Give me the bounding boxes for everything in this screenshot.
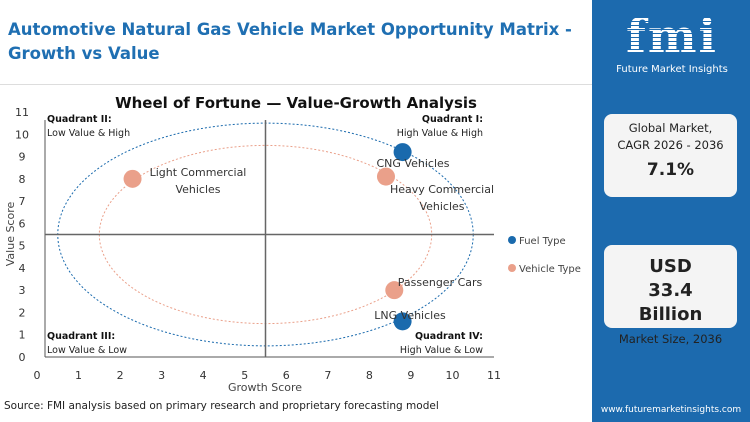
- source-note: Source: FMI analysis based on primary re…: [4, 400, 439, 412]
- data-label: Heavy Commercial: [390, 183, 494, 196]
- quadrant-name: Quadrant III:: [47, 331, 115, 342]
- cagr-label: Global Market, CAGR 2026 - 2036: [617, 121, 724, 152]
- chart-title: Wheel of Fortune — Value-Growth Analysis: [115, 94, 477, 112]
- x-tick-label: 6: [283, 369, 290, 382]
- y-tick-label: 8: [19, 173, 26, 186]
- y-tick-label: 4: [19, 262, 26, 275]
- legend-marker: [508, 236, 516, 244]
- x-tick-label: 3: [158, 369, 165, 382]
- quadrant-desc: High Value & Low: [400, 345, 483, 356]
- y-tick-label: 11: [15, 106, 29, 119]
- data-point-lng-vehicles: [393, 312, 412, 331]
- fmi-logo: fmi Future Market Insights: [612, 10, 732, 75]
- y-tick-label: 9: [19, 151, 26, 164]
- x-axis-label: Growth Score: [228, 381, 302, 394]
- data-label: Passenger Cars: [398, 276, 483, 289]
- x-tick-label: 8: [366, 369, 373, 382]
- x-tick-label: 2: [117, 369, 124, 382]
- x-tick-label: 7: [324, 369, 331, 382]
- y-tick-label: 7: [19, 195, 26, 208]
- data-label: Light Commercial: [150, 166, 247, 179]
- data-label: LNG Vehicles: [374, 309, 446, 322]
- y-tick-label: 1: [19, 329, 26, 342]
- y-tick-label: 5: [19, 240, 26, 253]
- y-tick-label: 2: [19, 306, 26, 319]
- x-tick-label: 4: [200, 369, 207, 382]
- market-size-value: USD 33.4 Billion: [638, 256, 703, 325]
- y-tick-label: 6: [19, 217, 26, 230]
- cagr-card: Global Market, CAGR 2026 - 2036 7.1%: [604, 114, 737, 197]
- data-point-heavy-commercial-vehicles: [376, 167, 395, 186]
- y-tick-label: 10: [15, 128, 29, 141]
- legend-label: Fuel Type: [519, 236, 566, 247]
- opportunity-matrix-chart: Wheel of Fortune — Value-Growth Analysis…: [4, 94, 581, 394]
- legend-marker: [508, 264, 516, 272]
- x-tick-label: 0: [34, 369, 41, 382]
- legend-label: Vehicle Type: [519, 264, 581, 275]
- x-tick-label: 11: [487, 369, 501, 382]
- market-size-label: Market Size, 2036: [618, 332, 723, 346]
- chart-frame: [0, 84, 592, 402]
- data-label: Vehicles: [175, 183, 220, 196]
- quadrant-desc: Low Value & Low: [47, 345, 127, 356]
- x-tick-label: 5: [241, 369, 248, 382]
- data-point-cng-vehicles: [393, 143, 412, 162]
- data-label: Vehicles: [419, 200, 464, 213]
- website-link[interactable]: www.futuremarketinsights.com: [600, 405, 742, 415]
- quadrant-desc: Low Value & High: [47, 128, 130, 139]
- data-point-passenger-cars: [385, 281, 404, 300]
- quadrant-name: Quadrant II:: [47, 114, 112, 125]
- logo-subtitle: Future Market Insights: [616, 64, 728, 75]
- sidebar: fmi Future Market Insights Global Market…: [592, 0, 750, 422]
- x-tick-label: 10: [445, 369, 459, 382]
- quadrant-desc: High Value & High: [397, 128, 483, 139]
- x-tick-label: 1: [75, 369, 82, 382]
- cagr-value: 7.1%: [646, 160, 695, 180]
- y-tick-label: 3: [19, 284, 26, 297]
- page-title: Automotive Natural Gas Vehicle Market Op…: [8, 20, 572, 63]
- data-label: CNG Vehicles: [377, 157, 450, 170]
- y-tick-label: 0: [19, 351, 26, 364]
- y-axis-label: Value Score: [4, 202, 17, 267]
- market-size-card: USD 33.4 Billion Market Size, 2036: [604, 245, 737, 346]
- data-point-light-commercial-vehicles: [123, 169, 142, 188]
- quadrant-name: Quadrant IV:: [415, 331, 483, 342]
- logo-mark: fmi: [612, 10, 732, 62]
- x-tick-label: 9: [407, 369, 414, 382]
- quadrant-name: Quadrant I:: [422, 114, 483, 125]
